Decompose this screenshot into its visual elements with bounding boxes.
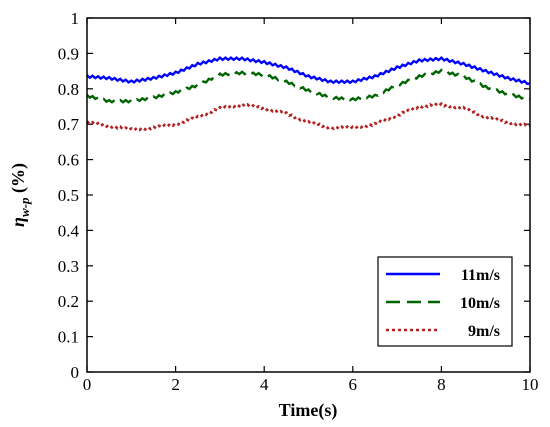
y-axis-title-symbol: η xyxy=(8,217,28,227)
legend-label: 9m/s xyxy=(468,323,500,340)
y-axis-title-subscript: w-p xyxy=(17,197,32,217)
y-tick-label: 0.3 xyxy=(58,257,79,276)
x-tick-label: 8 xyxy=(437,375,446,394)
x-axis-title: Time(s) xyxy=(279,400,338,421)
series-line-11m/s xyxy=(86,56,531,86)
x-tick-label: 6 xyxy=(349,375,358,394)
y-tick-label: 0.8 xyxy=(58,80,79,99)
x-tick-label: 2 xyxy=(171,375,180,394)
y-tick-label: 1 xyxy=(71,9,80,28)
x-tick-label: 4 xyxy=(260,375,269,394)
series-line-10m/s xyxy=(86,68,531,104)
y-axis-title: ηw-p (%) xyxy=(8,163,32,227)
y-tick-label: 0.4 xyxy=(58,221,80,240)
x-tick-label: 0 xyxy=(83,375,92,394)
y-tick-label: 0.2 xyxy=(58,292,79,311)
legend-label: 11m/s xyxy=(461,267,500,284)
y-tick-label: 0.1 xyxy=(58,328,79,347)
legend: 11m/s 10m/s 9m/s xyxy=(377,256,513,347)
y-axis-title-unit: (%) xyxy=(8,163,29,198)
y-tick-label: 0 xyxy=(71,363,80,382)
legend-label: 10m/s xyxy=(460,295,500,312)
series-lines xyxy=(86,56,531,132)
y-tick-label: 0.6 xyxy=(58,151,79,170)
tick-labels: 0 2 4 6 8 10 0 0.1 0.2 0.3 0.4 0.5 0.6 0.7 0.8 0.9 1 xyxy=(58,9,539,394)
x-tick-label: 10 xyxy=(522,375,539,394)
plot-area-frame xyxy=(86,17,531,373)
y-tick-label: 0.9 xyxy=(58,44,79,63)
series-line-9m/s xyxy=(86,101,531,132)
y-tick-label: 0.5 xyxy=(58,186,79,205)
y-tick-label: 0.7 xyxy=(58,115,80,134)
